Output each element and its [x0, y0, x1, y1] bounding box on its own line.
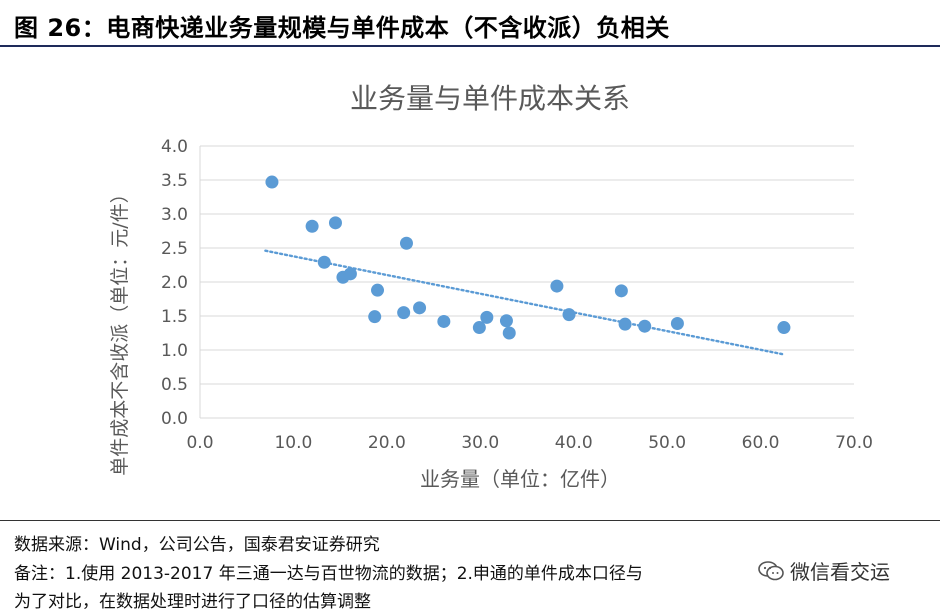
- data-point-4: [328, 216, 342, 230]
- x-tick-labels: 0.0 10.0 20.0 30.0 40.0 50.0 60.0 70.0: [186, 433, 872, 453]
- x-tick-label: 40.0: [555, 433, 593, 453]
- y-tick-label: 0.0: [161, 409, 188, 429]
- data-point-7: [368, 310, 382, 324]
- data-point-22: [670, 316, 684, 330]
- data-point-17: [550, 279, 564, 293]
- y-tick-label: 1.5: [161, 307, 188, 327]
- x-tick-label: 30.0: [461, 433, 499, 453]
- remark-line-2: 为了对比，在数据处理时进行了口径的估算调整: [14, 592, 371, 612]
- data-point-12: [437, 314, 451, 328]
- y-tick-label: 4.0: [161, 137, 188, 157]
- x-tick-label: 60.0: [742, 433, 780, 453]
- data-point-21: [638, 319, 652, 333]
- data-point-16: [502, 326, 516, 340]
- x-tick-label: 50.0: [648, 433, 686, 453]
- chart: 0.0 0.5 1.0 1.5 2.0 2.5 3.0 3.5 4.0 0.0 10.0 20.0 3…: [0, 48, 940, 518]
- data-point-19: [614, 284, 628, 298]
- data-point-20: [618, 317, 632, 331]
- y-tick-label: 2.5: [161, 239, 188, 259]
- x-axis-label: 业务量（单位：亿件）: [420, 467, 620, 491]
- watermark: 微信看交运: [752, 556, 896, 585]
- data-points: [265, 175, 791, 340]
- title-rule: [0, 45, 940, 47]
- footer-rule: [0, 520, 940, 521]
- watermark-text: 微信看交运: [790, 560, 890, 584]
- data-point-9: [397, 306, 411, 320]
- data-point-15: [499, 314, 513, 328]
- source-note: 数据来源：Wind，公司公告，国泰君安证券研究: [14, 535, 380, 555]
- y-tick-label: 3.0: [161, 205, 188, 225]
- data-point-10: [399, 236, 413, 250]
- chart-title: 业务量与单件成本关系: [350, 82, 630, 115]
- data-point-6: [343, 267, 357, 281]
- x-tick-label: 10.0: [274, 433, 312, 453]
- x-tick-label: 0.0: [186, 433, 213, 453]
- y-tick-label: 0.5: [161, 375, 188, 395]
- data-point-23: [777, 321, 791, 335]
- x-tick-label: 20.0: [368, 433, 406, 453]
- trendline: [264, 249, 784, 356]
- data-point-13: [472, 321, 486, 335]
- remark-line-1: 备注：1.使用 2013-2017 年三通一达与百世物流的数据；2.申通的单件成…: [14, 564, 643, 584]
- wechat-icon: [758, 560, 784, 580]
- data-point-18: [562, 308, 576, 322]
- data-point-8: [371, 283, 385, 297]
- figure-title: 图 26：电商快递业务量规模与单件成本（不含收派）负相关: [14, 14, 670, 42]
- y-tick-label: 1.0: [161, 341, 188, 361]
- y-tick-labels: 0.0 0.5 1.0 1.5 2.0 2.5 3.0 3.5 4.0: [161, 137, 188, 429]
- data-point-14: [480, 310, 494, 324]
- y-tick-label: 2.0: [161, 273, 188, 293]
- data-point-1: [265, 175, 279, 189]
- y-axis-label: 单件成本不含收派（单位：元/件）: [109, 184, 131, 475]
- data-point-3: [317, 255, 331, 269]
- y-tick-label: 3.5: [161, 171, 188, 191]
- x-tick-label: 70.0: [835, 433, 873, 453]
- data-point-11: [413, 301, 427, 315]
- data-point-2: [305, 219, 319, 233]
- scatter-chart-svg: 0.0 0.5 1.0 1.5 2.0 2.5 3.0 3.5 4.0 0.0 10.0 20.0 3…: [109, 82, 873, 491]
- grid-lines: [199, 145, 854, 419]
